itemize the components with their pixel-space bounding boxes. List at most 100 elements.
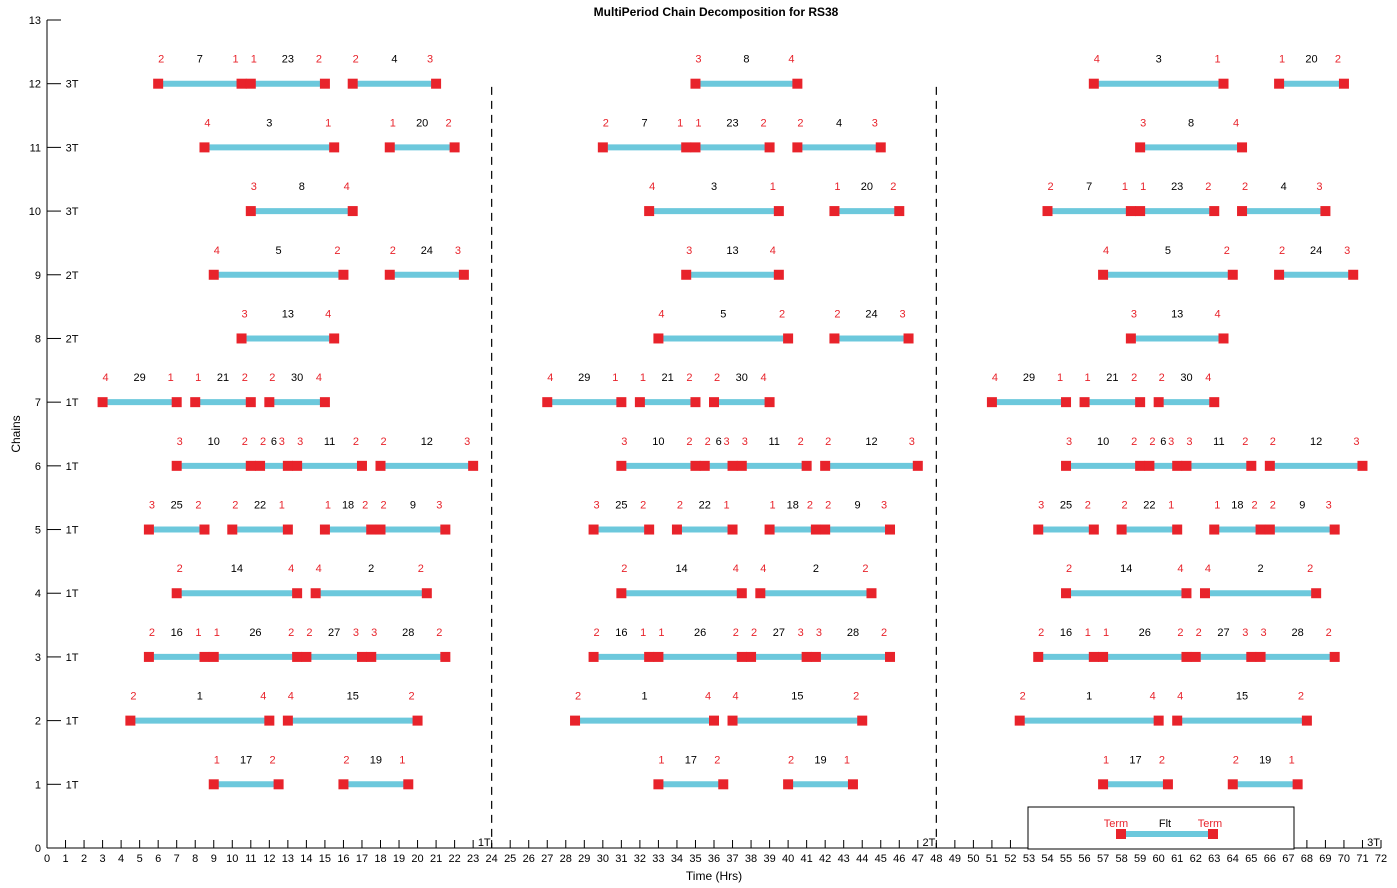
flight-end-node (727, 524, 738, 535)
x-tick-label: 52 (1004, 853, 1016, 865)
destination-station-label: 1 (1168, 500, 1174, 512)
origin-station-label: 4 (1094, 54, 1100, 66)
flight-start-node (764, 524, 775, 535)
chain-type-label: 1T (66, 716, 79, 728)
flight-start-node (1153, 397, 1164, 408)
x-tick-label: 35 (689, 853, 701, 865)
origin-station-label: 2 (232, 500, 238, 512)
flight-end-node (319, 78, 330, 89)
flight-end-node (1292, 779, 1303, 790)
destination-station-label: 2 (779, 308, 785, 320)
origin-station-label: 1 (325, 500, 331, 512)
origin-station-label: 2 (1242, 181, 1248, 193)
flight-start-node (1033, 651, 1044, 662)
flight-end-node (1125, 206, 1136, 217)
legend-mid-label: Flt (1159, 818, 1171, 830)
flight-id-label: 25 (171, 500, 183, 512)
destination-station-label: 3 (1168, 436, 1174, 448)
flight-start-node (588, 524, 599, 535)
flight-end-node (616, 397, 627, 408)
flight-start-node (366, 651, 377, 662)
origin-station-label: 3 (297, 436, 303, 448)
flight-end-node (866, 588, 877, 599)
legend-start-node (1116, 829, 1126, 839)
flight-end-node (468, 460, 479, 471)
flight-id-label: 5 (276, 245, 282, 257)
origin-station-label: 4 (649, 181, 655, 193)
flight-id-label: 25 (615, 500, 627, 512)
origin-station-label: 3 (371, 627, 377, 639)
origin-station-label: 2 (269, 372, 275, 384)
origin-station-label: 2 (714, 372, 720, 384)
flight-end-node (1338, 78, 1349, 89)
destination-station-label: 3 (1344, 245, 1350, 257)
flight-id-label: 16 (171, 627, 183, 639)
flight-start-node (171, 588, 182, 599)
origin-station-label: 2 (353, 54, 359, 66)
x-tick-label: 46 (893, 853, 905, 865)
destination-station-label: 1 (399, 754, 405, 766)
flight-id-label: 1 (641, 691, 647, 703)
flight-id-label: 22 (699, 500, 711, 512)
flight-start-node (1042, 206, 1053, 217)
flight-id-label: 8 (1188, 117, 1194, 129)
destination-station-label: 4 (1177, 563, 1183, 575)
x-tick-label: 28 (560, 853, 572, 865)
flight-id-label: 21 (662, 372, 674, 384)
chain-type-label: 1T (66, 525, 79, 537)
flight-id-label: 19 (1259, 754, 1271, 766)
destination-station-label: 2 (316, 54, 322, 66)
flight-id-label: 3 (1156, 54, 1162, 66)
origin-station-label: 1 (214, 754, 220, 766)
flight-end-node (431, 78, 442, 89)
flight-start-node (199, 142, 210, 153)
origin-station-label: 1 (770, 500, 776, 512)
origin-station-label: 3 (1038, 500, 1044, 512)
origin-station-label: 2 (621, 563, 627, 575)
destination-station-label: 3 (436, 500, 442, 512)
flight-end-node (1209, 397, 1220, 408)
y-tick-label: 5 (35, 525, 41, 537)
origin-station-label: 4 (214, 245, 220, 257)
x-tick-label: 19 (393, 853, 405, 865)
flight-end-node (912, 460, 923, 471)
flight-end-node (773, 269, 784, 280)
flight-end-node (403, 779, 414, 790)
origin-station-label: 1 (1084, 372, 1090, 384)
destination-station-label: 2 (686, 436, 692, 448)
x-tick-label: 10 (226, 853, 238, 865)
flight-id-label: 17 (685, 754, 697, 766)
x-tick-label: 38 (745, 853, 757, 865)
flight-end-node (644, 651, 655, 662)
y-tick-label: 2 (35, 716, 41, 728)
destination-station-label: 4 (288, 563, 294, 575)
flight-id-label: 30 (1180, 372, 1192, 384)
flight-start-node (292, 460, 303, 471)
flight-id-label: 29 (1023, 372, 1035, 384)
flight-id-label: 29 (578, 372, 590, 384)
flight-start-node (1274, 269, 1285, 280)
x-tick-label: 17 (356, 853, 368, 865)
origin-station-label: 2 (797, 117, 803, 129)
flight-id-label: 28 (847, 627, 859, 639)
x-tick-label: 42 (819, 853, 831, 865)
x-tick-label: 43 (838, 853, 850, 865)
flight-start-node (1190, 651, 1201, 662)
destination-station-label: 3 (1242, 627, 1248, 639)
flight-end-node (727, 460, 738, 471)
x-tick-label: 61 (1171, 853, 1183, 865)
x-tick-label: 62 (1190, 853, 1202, 865)
flight-start-node (681, 269, 692, 280)
destination-station-label: 4 (1214, 308, 1220, 320)
flight-end-node (1320, 206, 1331, 217)
destination-station-label: 2 (270, 754, 276, 766)
destination-station-label: 3 (1316, 181, 1322, 193)
flight-end-node (245, 460, 256, 471)
flight-start-node (245, 78, 256, 89)
x-tick-label: 12 (263, 853, 275, 865)
flight-start-node (1033, 524, 1044, 535)
flight-end-node (644, 524, 655, 535)
flight-end-node (356, 651, 367, 662)
